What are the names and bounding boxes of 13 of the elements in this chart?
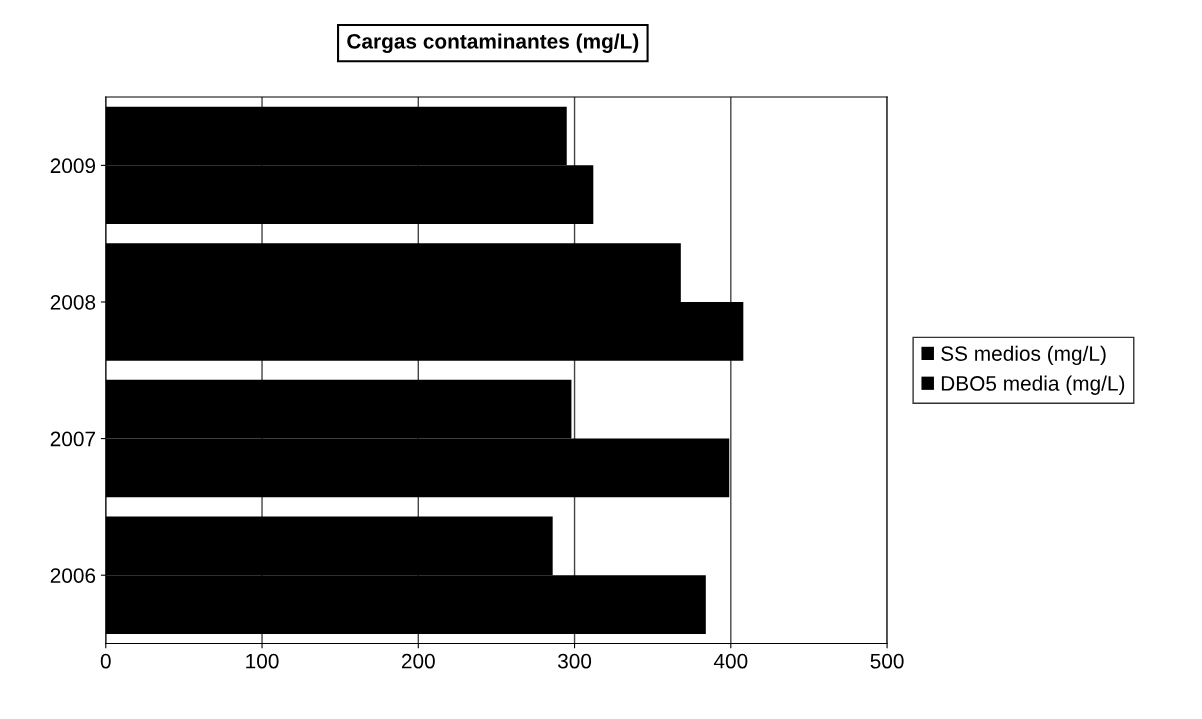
x-tick-label: 400	[713, 653, 748, 669]
y-tick-label: 2007	[50, 431, 96, 447]
x-tick-label: 100	[246, 653, 279, 669]
x-tick-label: 500	[870, 653, 904, 669]
legend-label: SS medios (mg/L)	[941, 345, 1106, 366]
x-tick-label: 200	[401, 653, 435, 669]
chart-title: Cargas contaminantes (mg/L)	[347, 33, 639, 53]
y-tick-label: 2006	[50, 568, 96, 583]
y-tick-label: 2009	[50, 158, 96, 174]
x-tick-label: 300	[557, 653, 592, 669]
legend-label: DBO5 media (mg/L)	[941, 375, 1125, 395]
y-tick-label: 2008	[50, 294, 96, 310]
x-tick-label: 0	[100, 653, 111, 669]
